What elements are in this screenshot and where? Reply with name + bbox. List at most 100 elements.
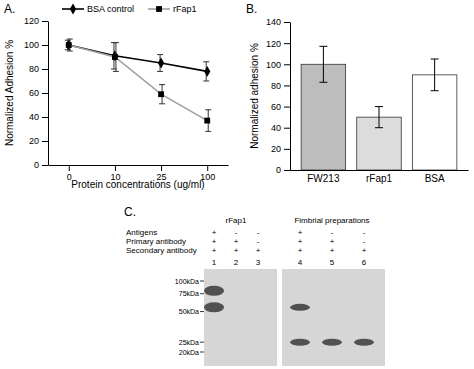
error-cap (157, 54, 163, 55)
panel-a: A.02040608010012001025100Protein concent… (4, 2, 229, 190)
legend-marker (156, 6, 162, 12)
axis: FW213 rFap1 BSA (291, 170, 469, 184)
row-sign: - (363, 237, 366, 246)
error-line (379, 107, 380, 128)
tick: 140 (266, 17, 290, 27)
row-sign: + (256, 246, 261, 255)
error-cap (205, 131, 211, 132)
tick: BSA (425, 170, 445, 184)
legend-label: rFap1 (173, 4, 197, 14)
tick-mark (284, 170, 290, 171)
axis-line (291, 170, 469, 171)
tick-label: 40 (29, 112, 39, 122)
tick-mark (42, 69, 48, 70)
marker-label: 75kDa (179, 290, 199, 297)
tick-mark (284, 85, 290, 86)
lane-number: 2 (234, 258, 239, 267)
row-label: Primary antibody (126, 237, 186, 246)
tick-label: 0 (276, 165, 281, 175)
row-sign: - (363, 228, 366, 237)
panel-title: C. (124, 205, 136, 219)
tick-label: 100 (266, 60, 281, 70)
tick-label: 60 (29, 88, 39, 98)
error-bar (375, 107, 383, 128)
row-label: Antigens (126, 228, 157, 237)
tick-label: 40 (271, 123, 281, 133)
tick: FW213 (307, 170, 340, 184)
lane-number: 5 (330, 258, 335, 267)
tick-mark (284, 43, 290, 44)
error-cap (113, 71, 119, 72)
gel (204, 269, 277, 366)
panel-b: B.020406080100120140FW213rFap1BSANormali… (246, 2, 469, 184)
panel-c: C.rFap1Fimbrial preparationsAntigens+--+… (124, 205, 385, 366)
marker (66, 40, 72, 51)
legend-item: BSA control (62, 4, 134, 15)
band (290, 304, 310, 311)
axis-line (49, 165, 229, 166)
marker-tick (200, 352, 204, 353)
series-line (69, 45, 207, 121)
tick: rFap1 (366, 170, 393, 184)
tick-mark (284, 128, 290, 129)
tick-label: 100 (24, 40, 39, 50)
tick-label: 0 (34, 160, 39, 170)
tick-label: rFap1 (366, 173, 393, 184)
tick-label: 60 (271, 102, 281, 112)
error-cap (157, 71, 163, 72)
band (204, 302, 224, 312)
row-sign: + (330, 237, 335, 246)
error-cap (67, 51, 73, 52)
legend-item: rFap1 (148, 4, 197, 14)
tick-label: 20 (271, 144, 281, 154)
lane-number: 1 (212, 258, 217, 267)
axis-line (48, 22, 49, 166)
tick-mark (284, 107, 290, 108)
tick-mark (42, 45, 48, 46)
marker (158, 58, 164, 69)
error-bar (431, 59, 439, 91)
marker-label: 25kDa (179, 339, 199, 346)
tick-mark (42, 165, 48, 166)
panel-title: A. (4, 2, 15, 16)
tick: 40 (29, 112, 48, 122)
marker-tick (200, 293, 204, 294)
tick-mark (42, 117, 48, 118)
tick-label: 140 (266, 17, 281, 27)
error-cap (159, 84, 165, 85)
axis: 020406080100120 (24, 16, 49, 170)
figure: A.02040608010012001025100Protein concent… (0, 0, 474, 369)
tick-mark (115, 165, 116, 171)
row-sign: + (298, 237, 303, 246)
row-sign: + (234, 246, 239, 255)
error-bar (67, 39, 73, 51)
tick: 60 (271, 102, 290, 112)
error-bar (319, 46, 327, 82)
tick: 100 (24, 40, 48, 50)
tick: 0 (34, 160, 48, 170)
error-line (434, 59, 435, 91)
row-sign: + (298, 228, 303, 237)
lane-number: 3 (256, 258, 261, 267)
tick-label: FW213 (307, 173, 340, 184)
marker (112, 54, 118, 60)
error-bar (205, 110, 211, 132)
tick: 60 (29, 88, 48, 98)
legend-marker (70, 4, 76, 15)
marker-tick (200, 311, 204, 312)
tick-label: 120 (266, 39, 281, 49)
axis-line (290, 23, 291, 171)
row-sign: + (298, 246, 303, 255)
error-cap (67, 39, 73, 40)
marker-tick (200, 281, 204, 282)
tick: 20 (271, 144, 290, 154)
tick-mark (284, 149, 290, 150)
tick: 120 (24, 16, 48, 26)
error-cap (203, 61, 209, 62)
error-bar (113, 43, 119, 72)
lane-number: 6 (362, 258, 367, 267)
error-cap (319, 82, 327, 83)
gel (282, 269, 385, 366)
tick-label: 80 (271, 81, 281, 91)
error-cap (375, 106, 383, 107)
